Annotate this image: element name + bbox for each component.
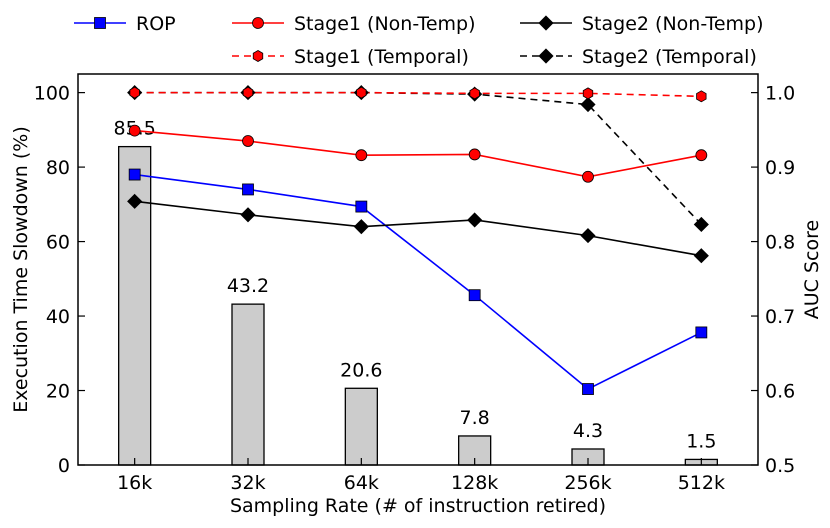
series-point-rop — [695, 326, 708, 339]
series-point-rop — [355, 200, 368, 213]
bar-value-label: 43.2 — [227, 275, 269, 297]
series-line-stage1-temporal — [134, 91, 702, 98]
y-left-tick-label: 20 — [46, 381, 70, 403]
series-point-stage1-temporal — [356, 86, 367, 99]
x-axis-label: Sampling Rate (# of instruction retired) — [230, 495, 606, 517]
series-point-stage1-non-temp — [355, 149, 368, 162]
bar-value-label: 20.6 — [340, 359, 382, 381]
y-left-tick-label: 0 — [58, 455, 70, 477]
x-tick-label: 256k — [564, 472, 611, 494]
series-point-stage2-non-temp — [240, 207, 256, 223]
series-point-stage2-temporal — [580, 96, 596, 113]
y-axis-right-label: AUC Score — [801, 220, 823, 319]
legend-marker-stage2-non-temp — [538, 15, 554, 31]
series-point-stage2-non-temp — [467, 212, 483, 228]
legend-label-stage2-non-temp: Stage2 (Non-Temp) — [582, 13, 763, 35]
legend-marker-stage1-temporal — [252, 50, 264, 62]
series-line-rop — [134, 173, 702, 390]
series-line-stage1-non-temp — [134, 129, 702, 178]
series-point-rop — [242, 183, 254, 196]
plot-frame — [77, 73, 759, 466]
series-point-stage1-temporal — [582, 87, 594, 100]
legend-marker-rop — [94, 17, 106, 29]
bar — [231, 303, 265, 466]
series-point-stage1-non-temp — [128, 124, 141, 137]
x-tick-label: 512k — [678, 472, 725, 494]
x-tick-label: 32k — [230, 472, 265, 494]
series-point-stage1-temporal — [129, 86, 140, 99]
series-point-stage1-temporal — [696, 90, 707, 103]
series-point-stage2-temporal — [693, 216, 709, 233]
series-point-stage1-temporal — [242, 86, 254, 99]
series-point-stage2-non-temp — [353, 219, 369, 235]
bar-value-label: 4.3 — [573, 420, 603, 442]
series-point-rop — [468, 289, 481, 302]
x-tick-label: 128k — [451, 472, 498, 494]
series-point-stage2-non-temp — [693, 248, 709, 264]
legend-label-stage1-non-temp: Stage1 (Non-Temp) — [294, 13, 475, 35]
legend-label-stage2-temporal: Stage2 (Temporal) — [582, 46, 757, 68]
legend-label-stage1-temporal: Stage1 (Temporal) — [294, 46, 469, 68]
series-point-rop — [128, 168, 141, 181]
y-right-tick-label: 0.5 — [765, 455, 795, 477]
series-line-stage2-temporal — [134, 91, 702, 225]
legend-marker-stage2-temporal — [538, 48, 554, 64]
series-point-rop — [582, 383, 594, 395]
series-point-stage2-non-temp — [580, 228, 596, 244]
y-right-tick-label: 0.6 — [765, 381, 795, 403]
series-point-stage1-non-temp — [695, 149, 708, 162]
bars: 85.543.220.67.84.31.5 — [114, 118, 718, 466]
legend-label-rop: ROP — [136, 13, 176, 35]
series-line-stage2-non-temp — [134, 200, 702, 257]
x-tick-label: 16k — [117, 472, 152, 494]
y-left-tick-label: 100 — [34, 83, 70, 105]
legend: ROP Stage1 (Non-Temp) Stage2 (Non-Temp) Sta… — [74, 13, 763, 68]
series-point-stage1-non-temp — [582, 170, 594, 183]
y-right-tick-label: 0.7 — [765, 306, 795, 328]
legend-marker-stage1-non-temp — [252, 17, 264, 29]
y-right-tick-label: 0.8 — [765, 232, 795, 254]
bar-value-label: 1.5 — [686, 430, 716, 452]
bar-value-label: 7.8 — [460, 407, 490, 429]
series-point-stage1-non-temp — [468, 148, 481, 161]
series-markers — [127, 85, 709, 395]
y-right-tick-label: 1.0 — [765, 83, 795, 105]
axes: 0 20 40 60 80 100 0.5 0.6 0.7 0.8 0.9 1.0 16k 32k 64k 1… — [34, 83, 795, 494]
y-left-tick-label: 60 — [46, 232, 70, 254]
y-left-tick-label: 80 — [46, 157, 70, 179]
bar — [344, 387, 378, 466]
series-point-stage2-non-temp — [127, 193, 143, 209]
series-point-stage1-non-temp — [242, 135, 254, 147]
y-axis-left-label: Execution Time Slowdown (%) — [10, 126, 32, 413]
y-right-tick-label: 0.9 — [765, 157, 795, 179]
x-tick-label: 64k — [344, 472, 379, 494]
series-point-stage1-temporal — [469, 87, 480, 100]
series-lines — [134, 91, 702, 390]
y-left-tick-label: 40 — [46, 306, 70, 328]
